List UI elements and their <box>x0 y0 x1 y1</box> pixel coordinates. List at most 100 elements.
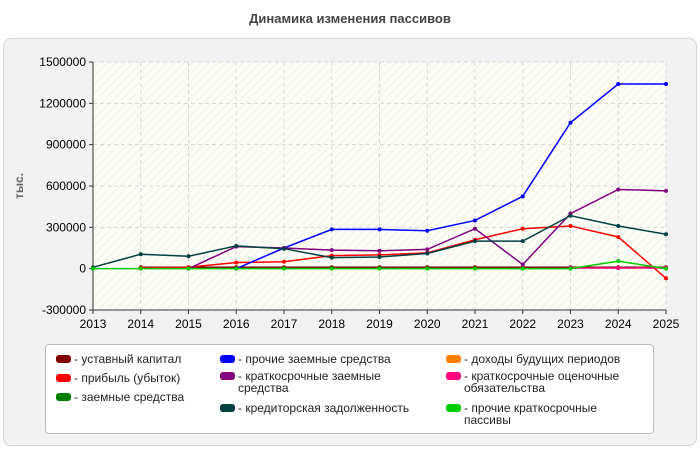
series-point <box>329 255 334 260</box>
x-tick-label: 2024 <box>605 317 632 331</box>
legend-swatch <box>220 355 235 363</box>
series-point <box>282 259 286 264</box>
legend-swatch <box>220 404 235 412</box>
series-point <box>616 234 621 239</box>
legend-label: - доходы будущих периодов <box>464 352 621 366</box>
legend-item: - краткосрочные заемные средства <box>220 370 420 394</box>
series-point <box>616 259 621 264</box>
series-point <box>568 213 573 218</box>
series-point <box>425 266 430 271</box>
series-point <box>616 82 621 87</box>
series-point <box>234 260 239 265</box>
legend-label: - кредиторская задолженность <box>238 401 410 415</box>
series-point <box>138 266 143 271</box>
series-point <box>568 223 573 228</box>
series-point <box>234 243 239 248</box>
series-point <box>664 232 668 237</box>
series-line <box>140 225 667 279</box>
x-tick-label: 2013 <box>80 317 107 331</box>
series-point <box>616 187 621 192</box>
series-point <box>520 226 525 231</box>
y-tick-label: 1500000 <box>39 55 86 69</box>
y-tick-label: 900000 <box>46 138 86 152</box>
y-tick-label: -300000 <box>42 303 86 317</box>
legend-label: - заемные средства <box>74 390 185 404</box>
series-point <box>473 218 477 223</box>
series-point <box>664 266 668 271</box>
x-tick-label: 2021 <box>462 317 489 331</box>
series-point <box>520 194 525 199</box>
legend-item: - кредиторская задолженность <box>220 402 420 414</box>
chart-title: Динамика изменения пассивов <box>249 11 451 26</box>
legend-swatch <box>56 393 71 401</box>
x-tick-label: 2025 <box>653 317 680 331</box>
series-point <box>664 188 668 193</box>
legend-label: - прочие краткосрочные пассивы <box>464 401 598 427</box>
series-point <box>520 262 525 267</box>
series-point <box>425 247 430 252</box>
x-tick-label: 2014 <box>127 317 154 331</box>
legend-swatch <box>446 404 461 412</box>
legend-swatch <box>56 374 71 382</box>
series-point <box>329 266 334 271</box>
series-point <box>616 265 621 270</box>
series-point <box>91 266 95 271</box>
series-point <box>138 252 143 257</box>
series-point <box>186 254 191 259</box>
line-chart: -300000 0 300000 600000 900000 1200000 1500000… <box>12 55 680 331</box>
y-tick-label: 1200000 <box>39 96 86 110</box>
x-tick-label: 2016 <box>223 317 250 331</box>
legend-item: - прибыль (убыток) <box>56 372 216 384</box>
legend-item: - доходы будущих периодов <box>446 353 646 365</box>
y-tick-label: 600000 <box>46 179 86 193</box>
series-point <box>425 228 430 233</box>
legend-swatch <box>56 355 71 363</box>
legend-item: - уставный капитал <box>56 353 216 365</box>
chart-legend: - уставный капитал - прибыль (убыток) - за… <box>45 344 654 434</box>
series-point <box>377 248 382 253</box>
x-tick-label: 2022 <box>509 317 536 331</box>
series-point <box>664 82 668 87</box>
series-point <box>425 251 430 256</box>
series-point <box>473 266 477 271</box>
legend-label: - уставный капитал <box>74 352 182 366</box>
series-point <box>329 248 334 253</box>
x-tick-label: 2015 <box>175 317 202 331</box>
x-tick-label: 2017 <box>271 317 298 331</box>
x-tick-label: 2023 <box>557 317 584 331</box>
legend-item: - прочие краткосрочные пассивы <box>446 402 646 426</box>
series-point <box>377 227 382 232</box>
series-point <box>377 266 382 271</box>
x-tick-label: 2020 <box>414 317 441 331</box>
series-point <box>282 246 286 251</box>
series-point <box>186 266 191 271</box>
legend-item: - заемные средства <box>56 391 216 403</box>
series-line <box>235 83 666 270</box>
series-point <box>377 254 382 259</box>
legend-swatch <box>446 372 461 380</box>
series-point <box>282 266 286 271</box>
series-point <box>234 266 239 271</box>
series-point <box>473 239 477 244</box>
y-axis-label: тыс. <box>12 173 26 199</box>
series-point <box>520 266 525 271</box>
legend-label: - краткосрочные заемные средства <box>238 369 381 395</box>
x-tick-label: 2019 <box>366 317 393 331</box>
series-point <box>329 227 334 232</box>
legend-label: - прочие заемные средства <box>238 352 391 366</box>
legend-swatch <box>220 372 235 380</box>
series-point <box>616 223 621 228</box>
series-point <box>664 276 668 281</box>
legend-swatch <box>446 355 461 363</box>
legend-item: - краткосрочные оценочные обязательства <box>446 370 646 394</box>
legend-label: - краткосрочные оценочные обязательства <box>464 369 620 395</box>
series-point <box>473 226 477 231</box>
series-point <box>568 266 573 271</box>
series-point <box>568 120 573 125</box>
legend-label: - прибыль (убыток) <box>74 371 181 385</box>
series-point <box>520 239 525 244</box>
y-tick-label: 0 <box>79 262 86 276</box>
y-tick-label: 300000 <box>46 220 86 234</box>
legend-item: - прочие заемные средства <box>220 353 420 365</box>
x-tick-label: 2018 <box>318 317 345 331</box>
